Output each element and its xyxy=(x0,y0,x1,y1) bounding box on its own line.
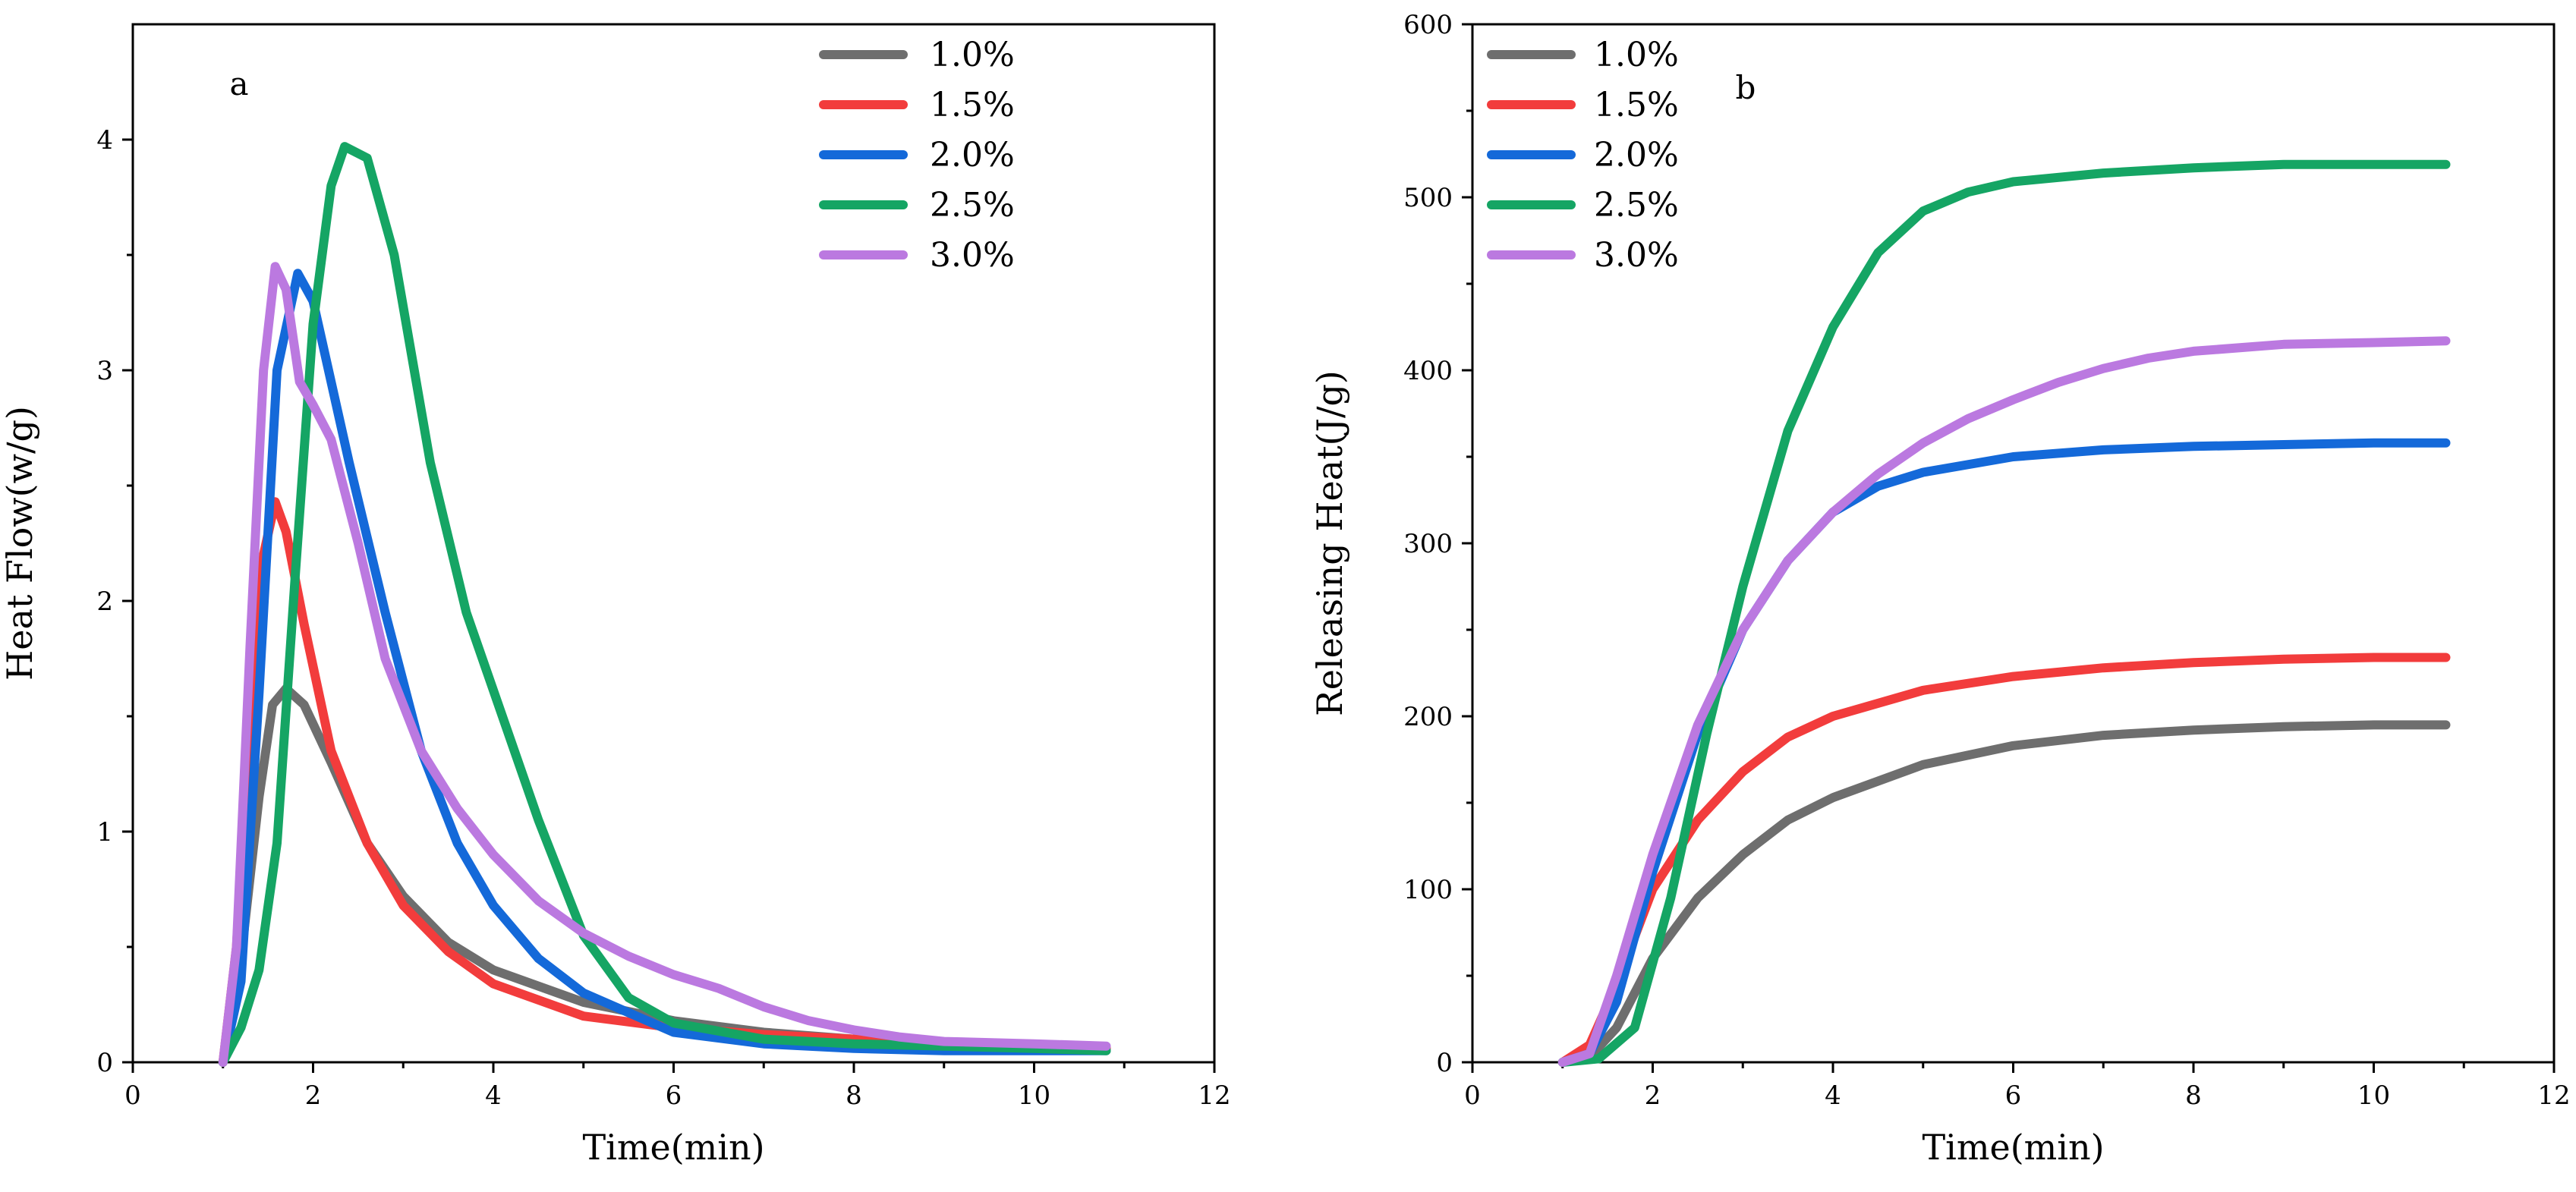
legend-label: 1.0% xyxy=(1594,36,1679,74)
chart-panel-b: 0 2 4 6 8 10 12 0 100 200 300 400 500 600 Time(min) Rel… xyxy=(1309,10,2571,1168)
y-tick-label: 300 xyxy=(1403,529,1453,559)
x-tick-label: 8 xyxy=(846,1080,862,1111)
x-tick-label: 12 xyxy=(1198,1080,1230,1111)
x-tick-label: 4 xyxy=(1825,1080,1841,1111)
x-tick-label: 6 xyxy=(666,1080,682,1111)
x-tick-label: 8 xyxy=(2185,1080,2202,1111)
x-tick-label: 4 xyxy=(485,1080,502,1111)
legend-label: 1.5% xyxy=(1594,86,1679,124)
y-tick-label: 500 xyxy=(1403,183,1453,213)
series-line-2.0% xyxy=(1557,438,2451,1067)
y-axis-title: Releasing Heat(J/g) xyxy=(1309,370,1350,716)
x-tick-label: 6 xyxy=(2005,1080,2022,1111)
x-tick-label: 0 xyxy=(1464,1080,1481,1111)
series-line-2.0% xyxy=(218,269,1111,1067)
series-line-2.5% xyxy=(218,142,1111,1067)
series-line-3.0% xyxy=(1557,336,2451,1067)
series-line-3.0% xyxy=(218,262,1111,1067)
y-tick-label: 4 xyxy=(96,125,113,156)
legend-label: 2.5% xyxy=(1594,186,1679,225)
x-tick-label: 12 xyxy=(2537,1080,2570,1111)
legend-label: 2.5% xyxy=(930,186,1015,225)
y-tick-label: 0 xyxy=(1436,1048,1453,1078)
panel-letter: a xyxy=(229,65,248,102)
y-axis-title: Heat Flow(w/g) xyxy=(0,406,40,681)
y-tick-label: 1 xyxy=(96,817,113,848)
panel-letter: b xyxy=(1736,69,1756,106)
x-tick-label: 0 xyxy=(124,1080,141,1111)
x-tick-label: 2 xyxy=(1645,1080,1661,1111)
legend-label: 1.0% xyxy=(930,36,1015,74)
x-axis-title: Time(min) xyxy=(582,1127,764,1168)
x-tick-label: 2 xyxy=(305,1080,322,1111)
legend-label: 3.0% xyxy=(930,236,1015,275)
x-tick-label: 10 xyxy=(1018,1080,1050,1111)
x-tick-label: 10 xyxy=(2357,1080,2390,1111)
y-tick-label: 600 xyxy=(1403,10,1453,40)
legend-label: 1.5% xyxy=(930,86,1015,124)
series-line-1.0% xyxy=(1557,720,2451,1067)
legend-label: 2.0% xyxy=(930,136,1015,175)
x-axis-title: Time(min) xyxy=(1922,1127,2104,1168)
y-tick-label: 0 xyxy=(96,1048,113,1078)
legend-label: 3.0% xyxy=(1594,236,1679,275)
legend-label: 2.0% xyxy=(1594,136,1679,175)
y-tick-label: 200 xyxy=(1403,702,1453,732)
y-tick-label: 400 xyxy=(1403,356,1453,386)
y-tick-label: 2 xyxy=(96,587,113,617)
y-tick-label: 100 xyxy=(1403,875,1453,905)
series-line-2.5% xyxy=(1557,159,2451,1067)
y-tick-label: 3 xyxy=(96,356,113,386)
